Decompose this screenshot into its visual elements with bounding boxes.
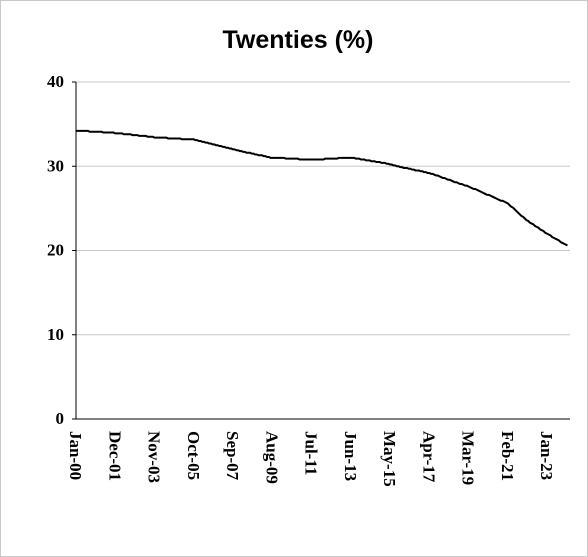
x-tick-label: Aug-09 (262, 431, 281, 484)
line-series (76, 129, 568, 247)
x-tick-label: Sep-07 (223, 431, 242, 481)
x-tick-label: Apr-17 (419, 431, 438, 483)
y-tick-label: 30 (47, 156, 64, 175)
x-tick-label: Feb-21 (498, 431, 517, 481)
y-tick-label: 40 (47, 72, 64, 91)
x-tick-label: Dec-01 (105, 431, 124, 481)
x-tick-label: Jan-00 (66, 431, 85, 480)
x-tick-label: Jul-11 (302, 431, 321, 475)
chart-title: Twenties (%) (223, 26, 374, 54)
y-tick-label: 20 (47, 241, 64, 260)
x-tick-label: Jan-23 (537, 431, 556, 480)
y-tick-label: 0 (56, 409, 65, 428)
x-tick-label: Jun-13 (341, 431, 360, 481)
y-tick-label: 10 (47, 325, 64, 344)
x-tick-label: Mar-19 (459, 431, 478, 485)
x-tick-label: May-15 (380, 431, 399, 487)
x-tick-label: Nov-03 (145, 431, 164, 483)
x-tick-label: Oct-05 (184, 431, 203, 480)
